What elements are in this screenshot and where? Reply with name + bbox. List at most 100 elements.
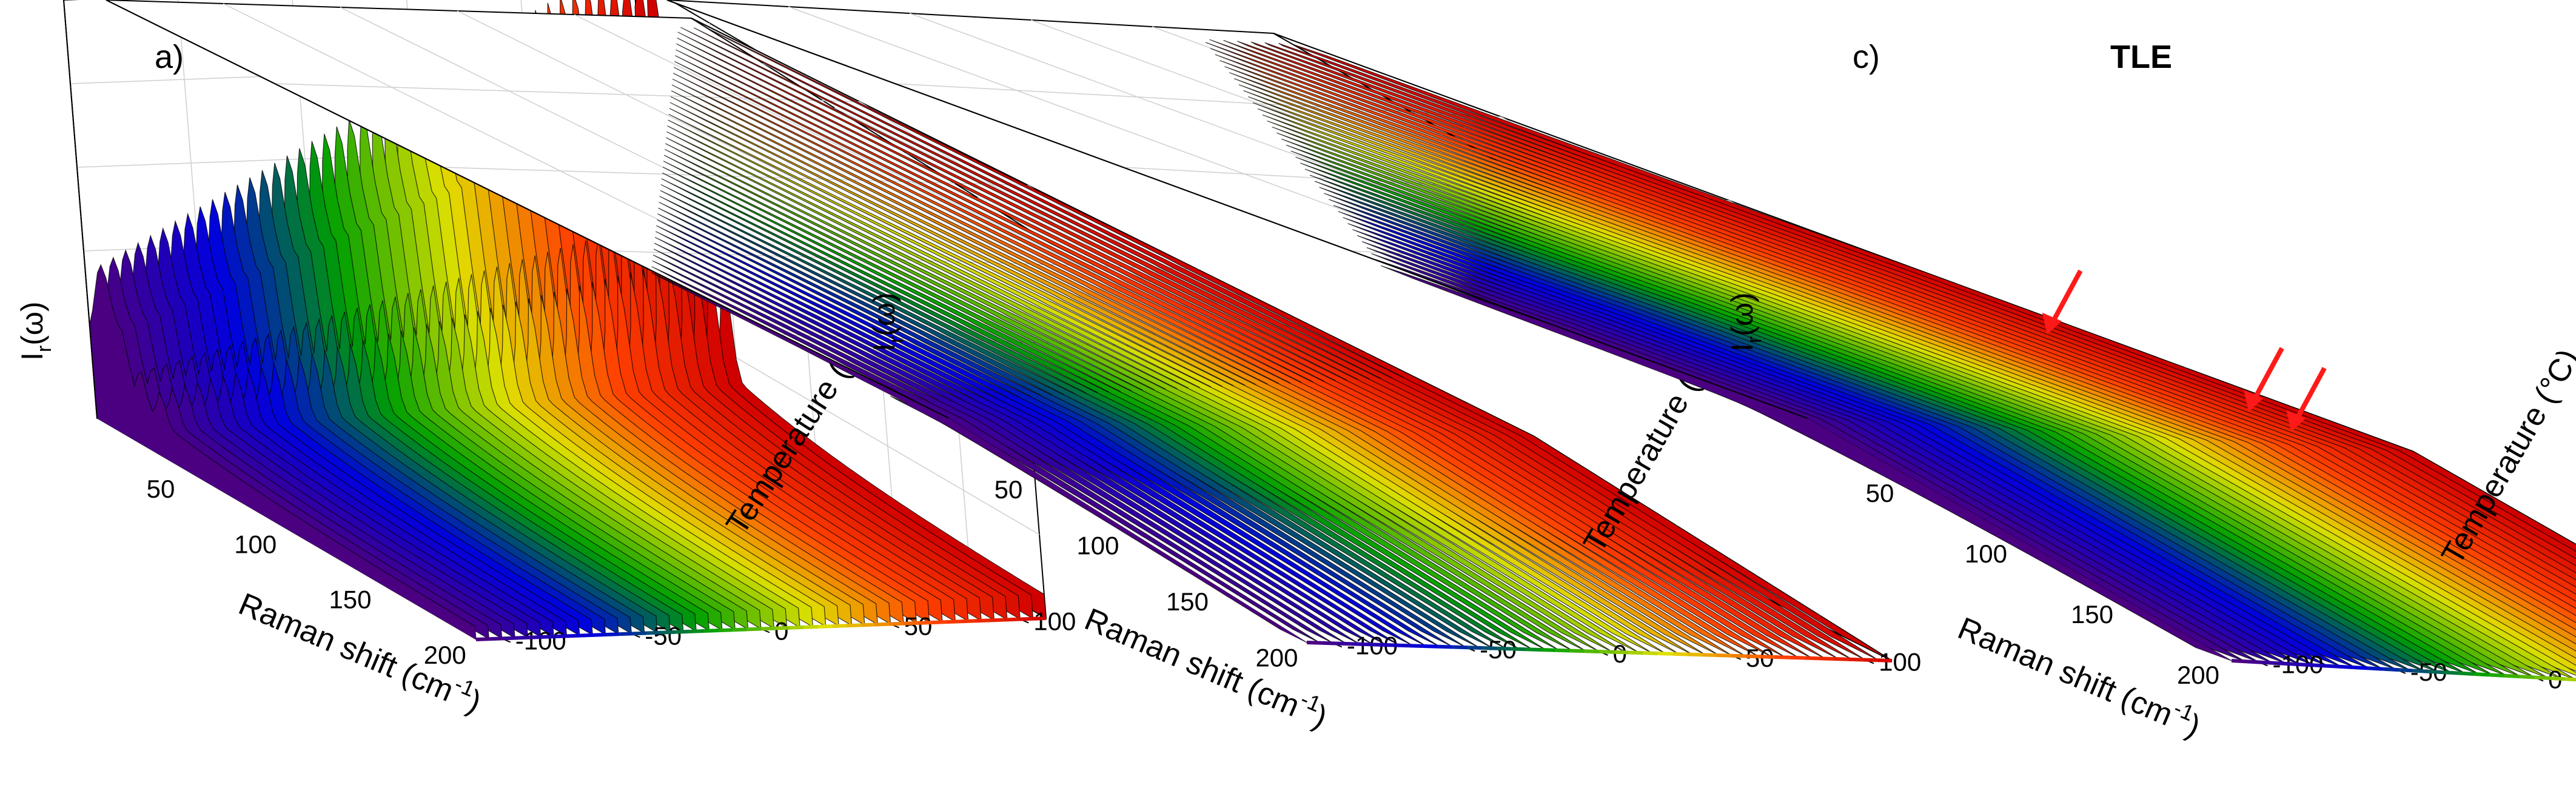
z-axis-label-main: I — [1725, 343, 1759, 352]
temperature-colorbar-segment — [1760, 655, 1776, 659]
red-arrow — [2286, 367, 2327, 432]
temperature-colorbar-segment — [2246, 659, 2262, 664]
red-arrow-shaft — [2293, 367, 2327, 422]
surface-ribbon — [421, 75, 814, 628]
x-tick-label: 200 — [1255, 644, 1298, 672]
temperature-colorbar-segment — [547, 634, 562, 639]
panel-title: TLE — [2110, 39, 2172, 75]
temperature-colorbar-segment — [532, 635, 548, 639]
red-arrow-shaft — [2251, 347, 2284, 402]
temperature-colorbar-segment — [1877, 658, 1893, 663]
x-tick-label: 150 — [329, 586, 371, 614]
temperature-colorbar-segment — [946, 619, 961, 624]
z-axis-label-tail: (ω) — [867, 292, 901, 336]
z-axis-label-main: I — [15, 352, 49, 361]
temperature-colorbar-segment — [661, 630, 676, 635]
x-tick-label: 150 — [1166, 587, 1209, 616]
surface-ribbon — [243, 177, 632, 635]
temperature-colorbar-segment — [2367, 666, 2384, 671]
surface-ribbon — [1380, 265, 2232, 661]
temperature-colorbar-segment — [846, 623, 861, 628]
surface-ribbon — [293, 148, 684, 633]
temperature-colorbar-segment — [1467, 646, 1483, 650]
temperature-colorbar-segment — [703, 629, 719, 633]
temperature-colorbar-segment — [1774, 655, 1790, 659]
temperature-colorbar-segment — [1862, 658, 1877, 663]
x-tick-label: 200 — [424, 641, 466, 669]
surface-ribbon — [396, 90, 788, 629]
temperature-colorbar-segment — [1031, 616, 1047, 621]
x-axis: 50 100 150 200 — [147, 475, 466, 669]
z-axis-label-tail: (ω) — [15, 301, 49, 345]
temperature-colorbar-segment — [2549, 676, 2566, 681]
temperature-colorbar-segment — [1453, 645, 1468, 650]
surface-ribbon — [319, 133, 710, 632]
red-arrow — [2244, 347, 2284, 412]
x-tick-label: 50 — [1866, 479, 1894, 507]
z-axis-label-sub: r — [885, 336, 908, 343]
panel-label: a) — [155, 39, 184, 75]
temperature-colorbar-segment — [2352, 666, 2369, 670]
temperature-colorbar-segment — [746, 627, 762, 632]
temperature-colorbar-segment — [2307, 663, 2323, 668]
x-axis-label-main: Raman shift (cm — [1953, 611, 2178, 733]
temperature-colorbar-segment — [1745, 654, 1760, 659]
temperature-colorbar-segment — [1819, 656, 1834, 661]
surface-ribbon — [281, 155, 671, 633]
temperature-colorbar-segment — [988, 618, 1004, 622]
y-tick-label: 0 — [774, 617, 788, 646]
red-arrow — [2042, 269, 2083, 335]
temperature-colorbar-segment — [604, 632, 619, 637]
temperature-colorbar-segment — [2276, 661, 2293, 666]
surface-ribbon — [268, 162, 658, 633]
surface-ribbon — [255, 170, 645, 634]
temperature-colorbar-segment — [2519, 675, 2535, 679]
temperature-colorbar-segment — [917, 621, 933, 625]
z-axis-label-sub: r — [33, 345, 56, 352]
z-axis-label: Ir(ω) — [1725, 292, 1766, 352]
surface-ribbon — [447, 61, 839, 627]
temperature-colorbar-segment — [490, 636, 505, 641]
temperature-colorbar-segment — [1848, 657, 1863, 662]
temperature-colorbar-segment — [1570, 649, 1585, 653]
temperature-colorbar-segment — [1657, 652, 1673, 656]
y-tick-label: 100 — [1033, 607, 1076, 636]
temperature-colorbar-segment — [817, 624, 833, 629]
surface-ribbon — [230, 184, 619, 635]
surface-ribbon — [178, 212, 568, 637]
temperature-colorbar-segment — [1511, 647, 1526, 652]
temperature-colorbar-segment — [1365, 642, 1380, 647]
temperature-colorbar-segment — [2474, 672, 2490, 677]
surface-ribbon — [191, 206, 580, 636]
y-tick-label: -100 — [515, 626, 566, 655]
surface-ribbon — [371, 104, 762, 630]
temperature-colorbar-segment — [1672, 652, 1688, 656]
temperature-colorbar-segment — [1482, 646, 1497, 650]
red-arrow-head — [2244, 390, 2264, 412]
temperature-colorbar-segment — [1380, 642, 1395, 647]
temperature-colorbar-segment — [1585, 649, 1600, 653]
temperature-colorbar-segment — [1555, 648, 1571, 653]
x-tick-label: 50 — [147, 475, 175, 503]
temperature-colorbar-segment — [689, 629, 705, 633]
temperature-colorbar-segment — [1306, 641, 1322, 645]
x-axis: 50 100 150 200 — [1866, 479, 2219, 689]
z-axis-line — [63, 0, 98, 419]
temperature-colorbar-segment — [732, 627, 747, 632]
x-tick-label: 200 — [2177, 661, 2219, 689]
x-tick-label: 100 — [1965, 539, 2007, 568]
surface-ribbon — [166, 219, 554, 638]
temperature-colorbar-segment — [1716, 653, 1731, 658]
surface-ribbon — [358, 112, 749, 630]
surface-ribbon — [217, 192, 606, 636]
temperature-colorbar-segment — [860, 622, 876, 627]
surface-ribbon — [204, 199, 593, 636]
surface — [1205, 39, 2576, 680]
z-axis-line — [666, 0, 1808, 419]
temperature-colorbar-segment — [2383, 667, 2399, 672]
temperature-colorbar-segment — [1804, 656, 1819, 661]
temperature-colorbar-segment — [1423, 644, 1439, 649]
x-tick-label: 100 — [1076, 532, 1119, 560]
